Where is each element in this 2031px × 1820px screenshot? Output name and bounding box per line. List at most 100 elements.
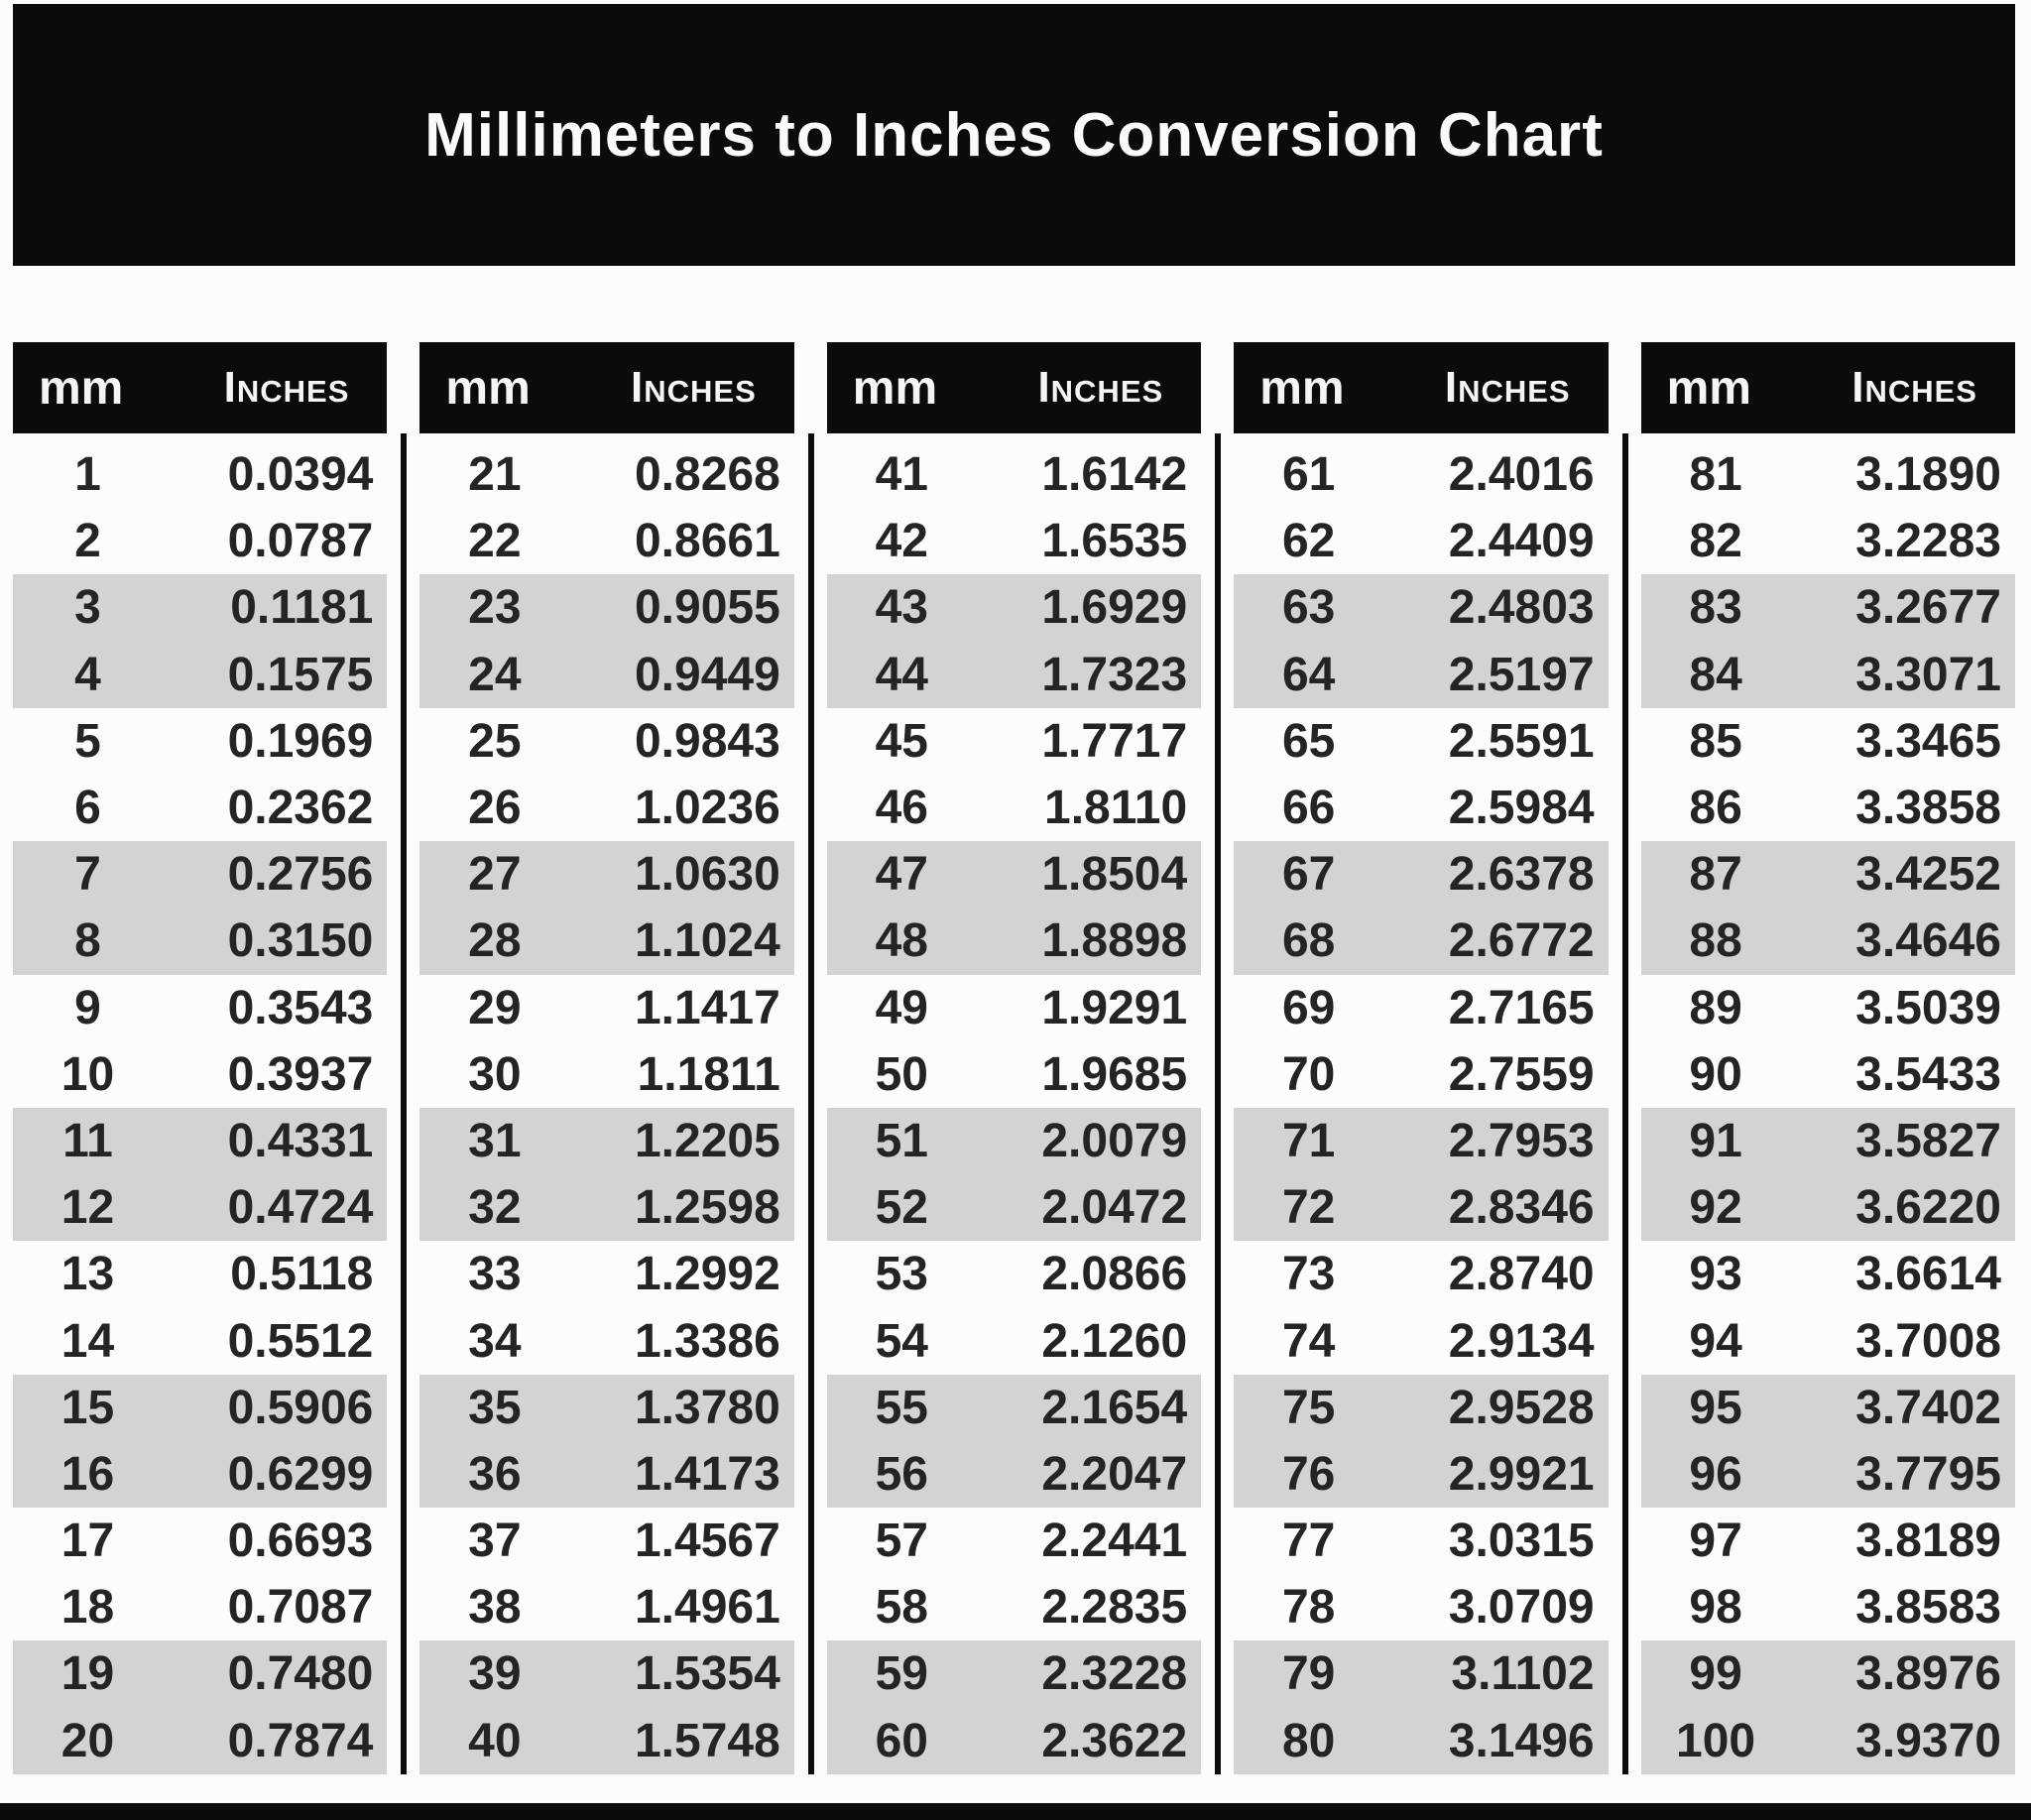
- tables-area: mm Inches 1 0.0394 2 0.0787 3 0.1181 4 0.1575 5 0…: [13, 342, 2015, 1774]
- mm-value: 44: [875, 648, 928, 701]
- inches-value: 2.7165: [1448, 981, 1595, 1034]
- mm-value: 6: [74, 782, 101, 835]
- table-row: 7 0.2756: [13, 841, 388, 909]
- table-row: 35 1.3780: [419, 1374, 794, 1441]
- table-row: 13 0.5118: [13, 1241, 387, 1307]
- inches-value: 0.7087: [227, 1581, 374, 1635]
- mm-value: 85: [1689, 714, 1742, 768]
- mm-value: 42: [875, 515, 928, 568]
- table-row: 2 0.0787: [13, 508, 387, 574]
- inches-value: 1.4567: [634, 1515, 780, 1568]
- inches-value: 1.1811: [637, 1047, 780, 1101]
- inches-value: 2.5197: [1448, 648, 1595, 701]
- mm-value: 69: [1281, 981, 1336, 1034]
- mm-value: 71: [1281, 1114, 1336, 1167]
- mm-value: 96: [1689, 1447, 1742, 1501]
- mm-value: 50: [875, 1047, 928, 1101]
- table-row: 69 2.7165: [1234, 975, 1608, 1041]
- table-row: 37 1.4567: [419, 1508, 793, 1574]
- inches-value: 1.1024: [634, 914, 780, 968]
- table-row: 42 1.6535: [827, 508, 1201, 574]
- table-row: 3 0.1181: [13, 574, 388, 642]
- mm-value: 16: [60, 1447, 115, 1501]
- conversion-table: mm Inches 41 1.6142 42 1.6535 43 1.6929 44 1.73…: [826, 342, 1222, 1774]
- inches-value: 3.2283: [1855, 515, 2001, 568]
- inches-value: 1.9291: [1041, 981, 1188, 1034]
- mm-value: 41: [875, 448, 928, 502]
- inches-value: 3.6614: [1855, 1248, 2001, 1301]
- table-row: 73 2.8740: [1234, 1241, 1608, 1307]
- mm-value: 81: [1689, 448, 1742, 502]
- table-row: 15 0.5906: [13, 1374, 388, 1441]
- inches-value: 3.4252: [1855, 848, 2001, 902]
- table-row: 97 3.8189: [1641, 1508, 2015, 1574]
- table-row: 10 0.3937: [13, 1041, 387, 1108]
- inches-value: 2.7559: [1448, 1047, 1595, 1101]
- table-row: 80 3.1496: [1234, 1707, 1609, 1774]
- mm-value: 8: [74, 914, 101, 968]
- mm-value: 39: [468, 1647, 522, 1701]
- bottom-black-strip: [0, 1803, 2031, 1820]
- table-row: 60 2.3622: [826, 1707, 1202, 1774]
- mm-value: 20: [60, 1714, 115, 1767]
- mm-value: 54: [875, 1314, 928, 1368]
- inches-value: 3.0709: [1448, 1581, 1595, 1635]
- mm-value: 82: [1689, 515, 1742, 568]
- mm-value: 53: [875, 1248, 928, 1301]
- inches-value: 2.8346: [1448, 1181, 1595, 1235]
- mm-value: 99: [1689, 1647, 1742, 1701]
- mm-value: 52: [875, 1181, 928, 1235]
- mm-value: 64: [1281, 648, 1336, 701]
- mm-value: 91: [1689, 1114, 1742, 1167]
- table-row: 32 1.2598: [419, 1174, 794, 1242]
- inches-value: 0.9449: [634, 648, 780, 701]
- table-row: 40 1.5748: [419, 1707, 794, 1774]
- mm-value: 21: [468, 448, 522, 502]
- mm-value: 93: [1689, 1248, 1742, 1301]
- mm-value: 35: [468, 1381, 522, 1434]
- mm-column-header: mm: [1666, 361, 1751, 415]
- mm-column-header: mm: [1259, 361, 1345, 415]
- inches-value: 2.2047: [1041, 1447, 1188, 1501]
- table-row: 56 2.2047: [826, 1440, 1202, 1508]
- inches-value: 3.5039: [1855, 981, 2001, 1034]
- table-row: 86 3.3858: [1641, 775, 2015, 841]
- inches-value: 0.1181: [230, 581, 374, 635]
- mm-value: 18: [60, 1581, 115, 1635]
- table-row: 18 0.7087: [13, 1574, 387, 1640]
- inches-value: 0.9055: [634, 581, 780, 635]
- mm-value: 73: [1281, 1248, 1336, 1301]
- table-separator-rule: [1215, 433, 1222, 1774]
- mm-value: 9: [74, 981, 101, 1034]
- inches-value: 0.6693: [227, 1515, 374, 1568]
- inches-value: 3.0315: [1448, 1515, 1595, 1568]
- mm-value: 77: [1281, 1515, 1336, 1568]
- table-separator-rule: [1621, 433, 1628, 1774]
- table-row: 53 2.0866: [827, 1241, 1201, 1307]
- table-header: mm Inches: [1640, 342, 2015, 433]
- inches-value: 1.6929: [1041, 581, 1188, 635]
- mm-value: 65: [1281, 714, 1336, 768]
- inches-value: 2.0472: [1041, 1181, 1188, 1235]
- table-row: 99 3.8976: [1640, 1640, 2015, 1708]
- mm-value: 48: [875, 914, 928, 968]
- inches-value: 3.6220: [1855, 1181, 2001, 1235]
- table-rows: 1 0.0394 2 0.0787 3 0.1181 4 0.1575 5 0.1969 6 0.23…: [13, 441, 388, 1774]
- table-row: 52 2.0472: [826, 1174, 1202, 1242]
- mm-value: 84: [1689, 648, 1742, 701]
- mm-value: 63: [1281, 581, 1336, 635]
- inches-value: 1.7717: [1041, 714, 1188, 768]
- mm-value: 89: [1689, 981, 1742, 1034]
- table-row: 22 0.8661: [419, 508, 793, 574]
- mm-value: 78: [1281, 1581, 1336, 1635]
- mm-value: 94: [1689, 1314, 1742, 1368]
- mm-value: 90: [1689, 1047, 1742, 1101]
- mm-value: 14: [60, 1314, 115, 1368]
- mm-value: 25: [468, 714, 522, 768]
- table-row: 95 3.7402: [1640, 1374, 2015, 1441]
- inches-value: 0.9843: [634, 714, 780, 768]
- table-row: 46 1.8110: [827, 775, 1201, 841]
- mm-value: 43: [875, 581, 928, 635]
- inches-value: 2.3622: [1041, 1714, 1188, 1767]
- table-row: 64 2.5197: [1234, 641, 1609, 708]
